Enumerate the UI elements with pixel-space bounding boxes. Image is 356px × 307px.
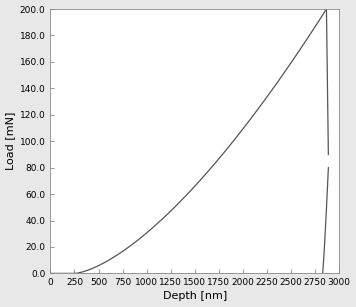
X-axis label: Depth [nm]: Depth [nm] bbox=[163, 291, 227, 301]
Y-axis label: Load [mN]: Load [mN] bbox=[6, 112, 16, 170]
